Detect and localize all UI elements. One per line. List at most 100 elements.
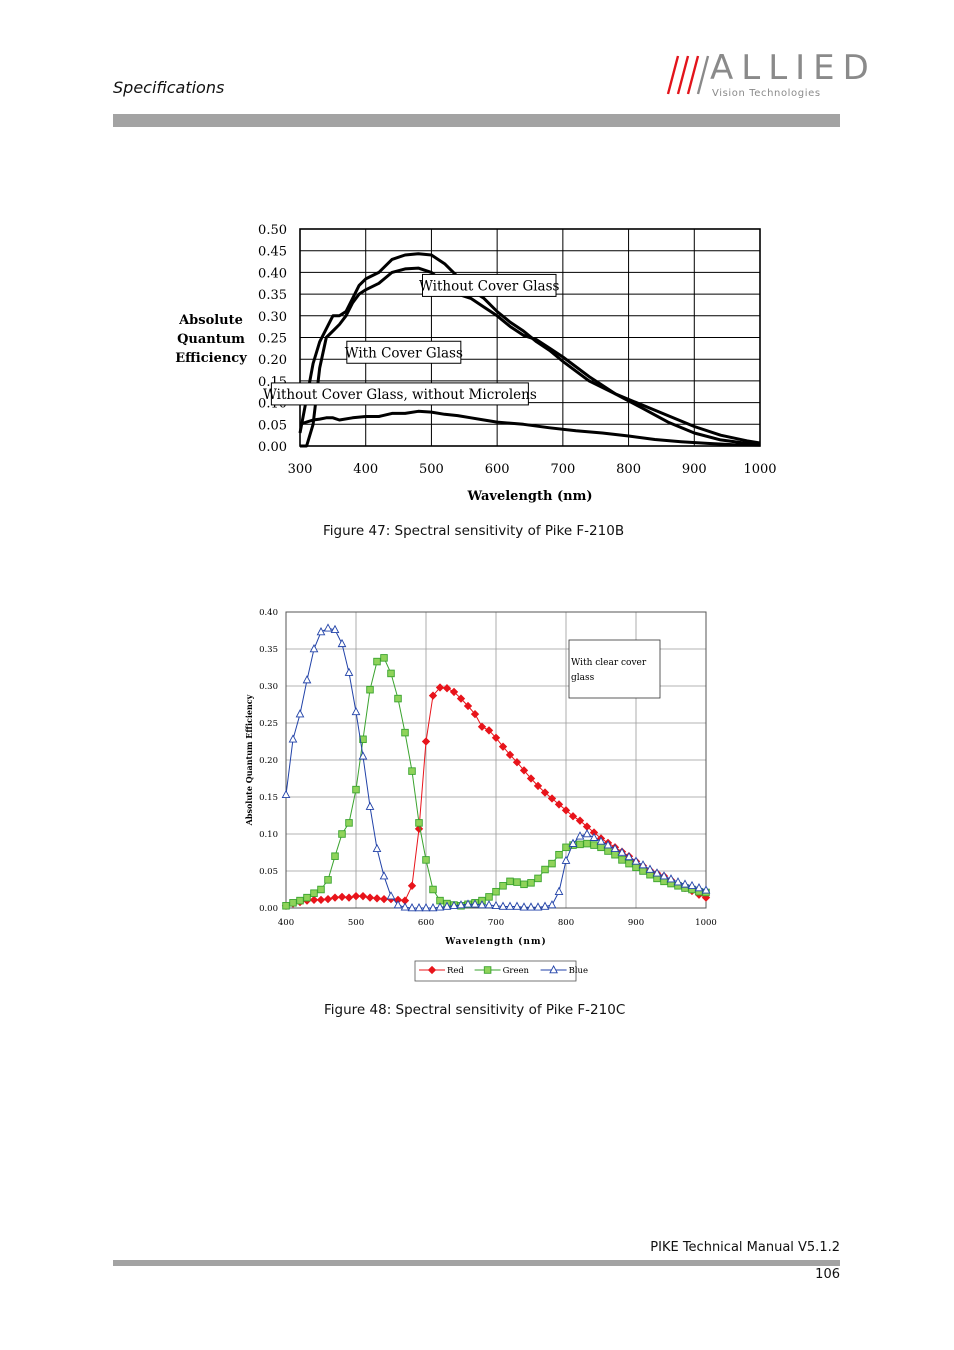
chart-f210c: 400 500 600 700 800 900 1000 0.00 0.05 0.10 0.15 0.… bbox=[244, 608, 717, 982]
y-axis-label: Efficiency bbox=[175, 351, 247, 366]
data-point-blue bbox=[519, 902, 529, 911]
x-tick-label: 900 bbox=[682, 462, 707, 477]
data-point-red bbox=[498, 742, 508, 751]
data-point-blue bbox=[358, 751, 368, 760]
data-point-blue bbox=[526, 902, 536, 911]
y-tick-label: 0.00 bbox=[258, 440, 287, 455]
data-point-blue bbox=[610, 843, 620, 853]
data-point-blue bbox=[323, 623, 333, 632]
data-point-red bbox=[470, 709, 480, 719]
data-point-blue bbox=[288, 734, 298, 743]
data-point-red bbox=[561, 806, 571, 815]
y-tick-label: 0.40 bbox=[259, 608, 278, 618]
data-point-blue bbox=[316, 627, 326, 636]
data-point-blue bbox=[428, 903, 438, 912]
y-tick-label: 0.20 bbox=[259, 756, 278, 766]
data-point-red bbox=[484, 726, 494, 735]
data-point-blue bbox=[554, 886, 564, 895]
data-point-green bbox=[296, 896, 304, 905]
data-point-red bbox=[379, 894, 389, 904]
data-point-blue bbox=[694, 883, 704, 892]
data-point-green bbox=[520, 880, 528, 889]
y-tick-label: 0.00 bbox=[259, 904, 278, 914]
data-point-blue bbox=[449, 900, 459, 910]
y-tick-label: 0.30 bbox=[258, 310, 287, 325]
series-line-2 bbox=[299, 409, 761, 447]
data-point-blue bbox=[491, 900, 501, 910]
data-point-blue bbox=[372, 843, 382, 853]
annotation-box: Without Cover Glass bbox=[419, 273, 560, 297]
data-point-blue bbox=[379, 871, 389, 880]
data-point-blue bbox=[484, 900, 494, 909]
data-point-blue bbox=[673, 877, 683, 886]
data-point-red bbox=[372, 894, 382, 903]
series-blue bbox=[281, 623, 711, 912]
data-point-green bbox=[485, 893, 493, 901]
data-point-red bbox=[407, 881, 417, 890]
data-point-green bbox=[408, 767, 416, 775]
data-point-red bbox=[442, 684, 452, 693]
data-point-red bbox=[505, 750, 515, 759]
logo-subtitle: Vision Technologies bbox=[712, 88, 821, 99]
data-point-red bbox=[568, 812, 578, 821]
data-point-red bbox=[344, 893, 354, 902]
data-point-green bbox=[338, 830, 346, 838]
data-point-green bbox=[352, 785, 360, 794]
data-point-green bbox=[576, 840, 584, 849]
data-point-red bbox=[575, 816, 585, 825]
legend-label: Blue bbox=[569, 966, 588, 976]
x-tick-label: 900 bbox=[628, 918, 644, 928]
data-point-red bbox=[533, 781, 543, 791]
data-point-green bbox=[366, 685, 374, 694]
data-point-red bbox=[351, 891, 361, 901]
data-point-red bbox=[421, 737, 431, 746]
data-point-green bbox=[548, 859, 556, 868]
data-point-blue bbox=[344, 667, 354, 676]
data-point-blue bbox=[470, 899, 480, 908]
y-tick-label: 0.10 bbox=[259, 830, 278, 840]
data-point-green bbox=[611, 850, 619, 859]
data-point-red bbox=[512, 758, 522, 767]
x-tick-label: 600 bbox=[418, 918, 434, 928]
y-tick-label: 0.25 bbox=[258, 332, 287, 347]
data-point-blue bbox=[624, 851, 634, 861]
data-point-blue bbox=[302, 675, 312, 684]
data-point-blue bbox=[295, 709, 305, 718]
data-point-green bbox=[317, 885, 325, 894]
data-point-green bbox=[562, 843, 570, 852]
data-point-red bbox=[554, 800, 564, 809]
data-point-green bbox=[618, 856, 626, 864]
y-tick-label: 0.35 bbox=[258, 288, 287, 303]
allied-logo: ALLIED Vision Technologies bbox=[666, 48, 869, 102]
x-axis-label: Wavelength (nm) bbox=[467, 489, 593, 504]
data-point-blue bbox=[659, 871, 669, 880]
data-point-green bbox=[625, 859, 633, 868]
data-point-red bbox=[330, 893, 340, 902]
data-point-blue bbox=[582, 829, 592, 838]
data-point-red bbox=[435, 683, 445, 692]
data-point-blue bbox=[652, 868, 662, 877]
data-point-blue bbox=[547, 900, 557, 909]
data-point-blue bbox=[666, 874, 676, 883]
x-tick-label: 400 bbox=[278, 918, 294, 928]
data-point-blue bbox=[351, 706, 361, 716]
data-point-red bbox=[309, 895, 319, 905]
data-point-blue bbox=[498, 901, 508, 910]
data-point-blue bbox=[589, 832, 599, 841]
data-point-green bbox=[324, 876, 332, 884]
data-point-green bbox=[429, 885, 437, 894]
x-tick-label: 800 bbox=[616, 462, 641, 477]
data-point-green bbox=[534, 874, 542, 883]
data-point-blue bbox=[505, 901, 515, 910]
figure-48-caption: Figure 48: Spectral sensitivity of Pike … bbox=[324, 1002, 626, 1018]
data-point-green bbox=[506, 877, 514, 886]
logo-wordmark: ALLIED bbox=[710, 48, 877, 88]
data-point-green bbox=[331, 852, 339, 860]
data-point-blue bbox=[337, 638, 347, 648]
data-point-green bbox=[282, 902, 290, 910]
data-point-green bbox=[373, 657, 381, 666]
legend-frame bbox=[414, 960, 577, 982]
data-point-red bbox=[316, 895, 326, 905]
footer-manual-title: PIKE Technical Manual V5.1.2 bbox=[650, 1240, 840, 1255]
data-point-green bbox=[289, 899, 297, 907]
